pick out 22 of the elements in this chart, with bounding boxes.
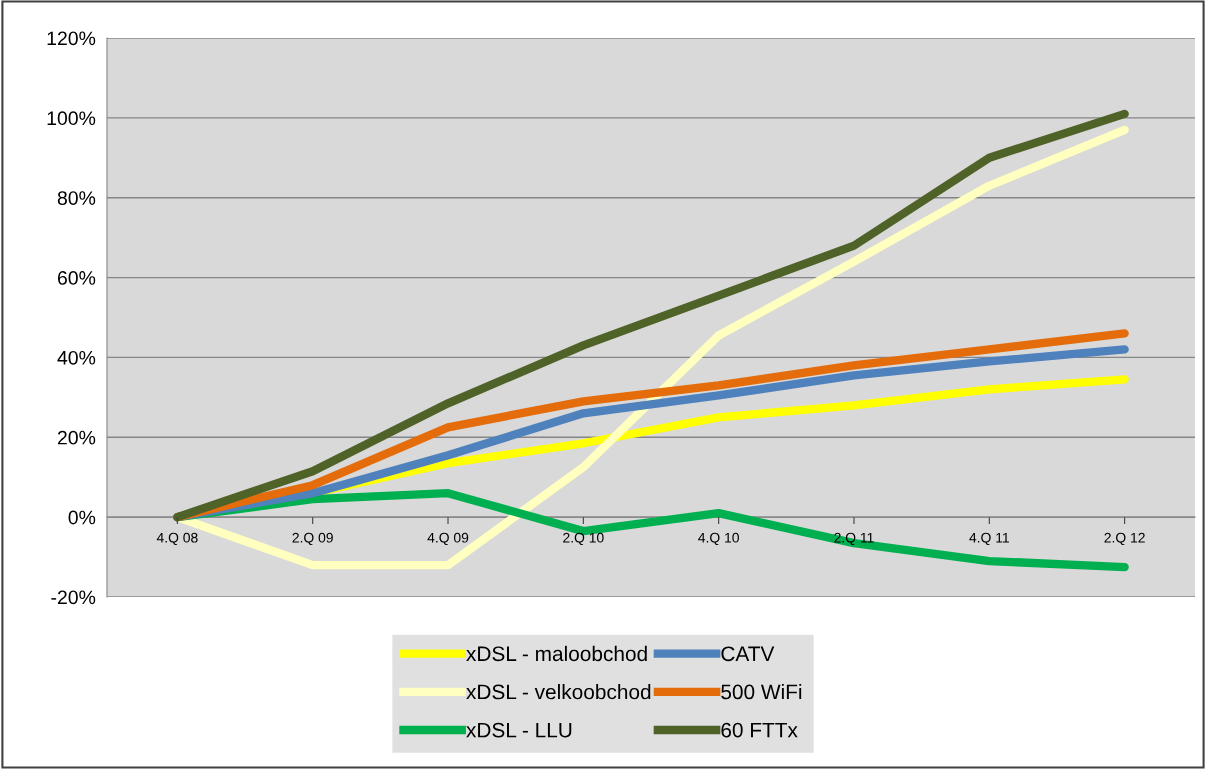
legend-label: xDSL - velkoobchod [466, 684, 651, 700]
y-tick-label: 100% [47, 111, 96, 126]
y-tick-label: 60% [57, 271, 96, 285]
y-tick-label: 0% [68, 510, 96, 525]
x-tick-label: 4.Q 09 [427, 532, 469, 546]
y-tick-label: 80% [57, 191, 96, 205]
y-tick-label: 40% [57, 350, 96, 365]
legend-label: 500 WiFi [721, 684, 802, 700]
y-tick-label: 20% [57, 430, 96, 445]
y-tick-label: -20% [51, 590, 96, 605]
y-tick-label: 120% [47, 31, 96, 46]
x-tick-label: 4.Q 11 [969, 532, 1009, 546]
legend-label: xDSL - LLU [466, 722, 572, 738]
legend-label: xDSL - maloobchod [466, 645, 647, 662]
x-tick-label: 2.Q 12 [1104, 532, 1145, 546]
x-tick-label: 2.Q 11 [834, 532, 874, 546]
x-tick-label: 2.Q 10 [563, 532, 604, 546]
x-tick-label: 2.Q 09 [292, 532, 333, 546]
x-tick-label: 4.Q 08 [156, 532, 198, 546]
x-tick-label: 4.Q 10 [698, 532, 739, 546]
legend-label: CATV [721, 646, 775, 662]
legend-label: 60 FTTx [721, 722, 798, 738]
